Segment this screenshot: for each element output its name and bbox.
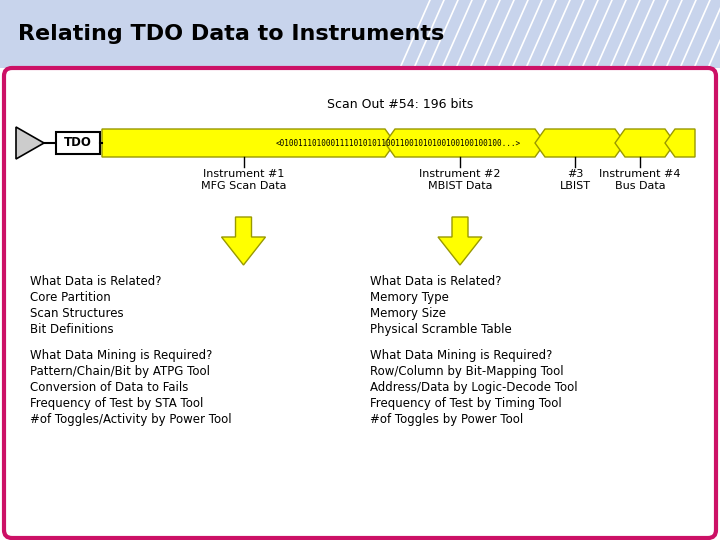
Text: #of Toggles by Power Tool: #of Toggles by Power Tool: [370, 413, 523, 426]
Text: #of Toggles/Activity by Power Tool: #of Toggles/Activity by Power Tool: [30, 413, 232, 426]
Text: Core Partition: Core Partition: [30, 291, 111, 304]
Text: Instrument #1
MFG Scan Data: Instrument #1 MFG Scan Data: [201, 169, 287, 191]
Text: Frequency of Test by STA Tool: Frequency of Test by STA Tool: [30, 397, 203, 410]
Text: Row/Column by Bit-Mapping Tool: Row/Column by Bit-Mapping Tool: [370, 365, 564, 378]
Text: <010011101000111101010110011001010100100100100100...>: <010011101000111101010110011001010100100…: [276, 138, 521, 147]
Text: Memory Size: Memory Size: [370, 307, 446, 320]
Text: #3
LBIST: #3 LBIST: [559, 169, 590, 191]
Polygon shape: [16, 127, 44, 159]
Text: Conversion of Data to Fails: Conversion of Data to Fails: [30, 381, 189, 394]
Text: Instrument #4
Bus Data: Instrument #4 Bus Data: [599, 169, 680, 191]
Text: Pattern/Chain/Bit by ATPG Tool: Pattern/Chain/Bit by ATPG Tool: [30, 365, 210, 378]
Text: Bit Definitions: Bit Definitions: [30, 323, 114, 336]
Text: Instrument #2
MBIST Data: Instrument #2 MBIST Data: [419, 169, 500, 191]
Text: Scan Structures: Scan Structures: [30, 307, 124, 320]
Polygon shape: [222, 217, 266, 265]
Text: Address/Data by Logic-Decode Tool: Address/Data by Logic-Decode Tool: [370, 381, 577, 394]
Text: Scan Out #54: 196 bits: Scan Out #54: 196 bits: [327, 98, 473, 111]
Text: Relating TDO Data to Instruments: Relating TDO Data to Instruments: [18, 24, 444, 44]
Text: What Data Mining is Required?: What Data Mining is Required?: [30, 349, 212, 362]
Bar: [56, 132, 100, 154]
Polygon shape: [438, 217, 482, 265]
Polygon shape: [385, 129, 545, 157]
Text: Memory Type: Memory Type: [370, 291, 449, 304]
Polygon shape: [665, 129, 695, 157]
Text: Frequency of Test by Timing Tool: Frequency of Test by Timing Tool: [370, 397, 562, 410]
Polygon shape: [102, 129, 395, 157]
Text: What Data is Related?: What Data is Related?: [30, 275, 161, 288]
Text: What Data is Related?: What Data is Related?: [370, 275, 502, 288]
Polygon shape: [615, 129, 675, 157]
Bar: [0, 0, 720, 68]
Polygon shape: [535, 129, 625, 157]
Text: TDO: TDO: [64, 137, 92, 150]
Text: What Data Mining is Required?: What Data Mining is Required?: [370, 349, 552, 362]
FancyBboxPatch shape: [4, 68, 716, 538]
Text: Physical Scramble Table: Physical Scramble Table: [370, 323, 512, 336]
